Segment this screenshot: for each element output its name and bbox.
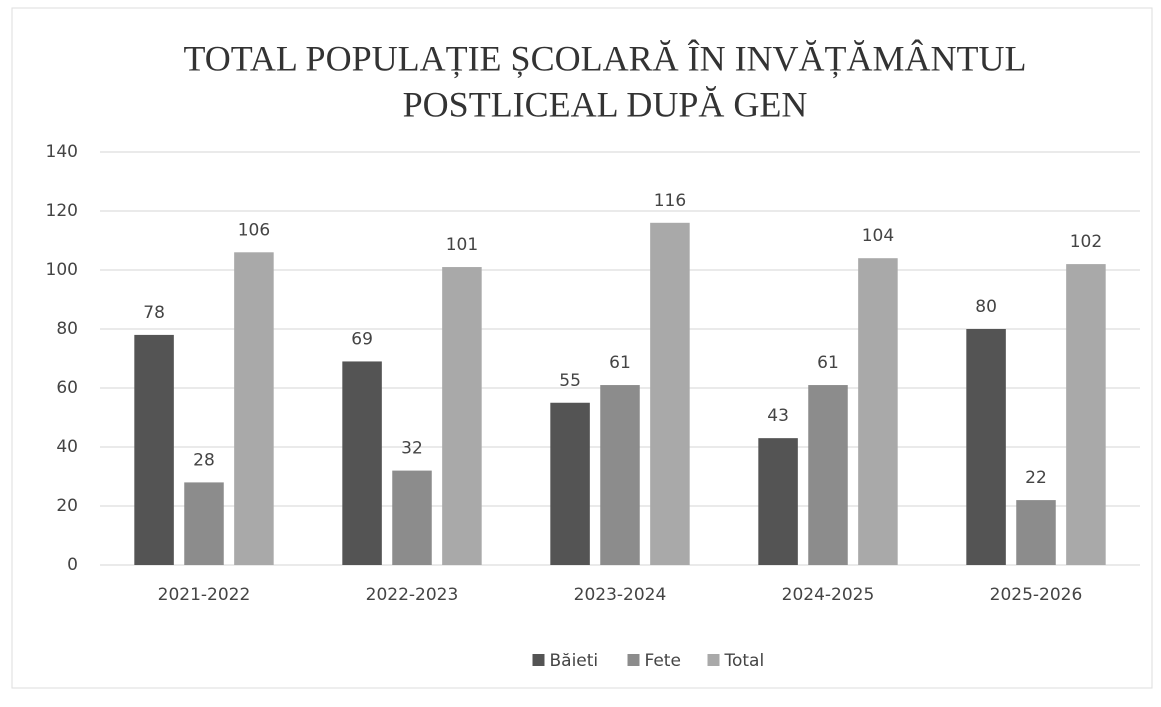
chart-title: POSTLICEAL DUPĂ GEN <box>403 84 808 124</box>
data-label: 106 <box>238 220 270 240</box>
bar <box>808 385 848 565</box>
data-label: 104 <box>862 226 894 246</box>
bar <box>134 334 174 565</box>
bar <box>342 361 382 565</box>
chart-title: TOTAL POPULAȚIE ȘCOLARĂ ÎN INVĂȚĂMÂNTUL <box>183 38 1026 78</box>
x-tick-label: 2021-2022 <box>158 585 251 605</box>
bar <box>758 438 798 565</box>
data-label: 22 <box>1025 468 1047 488</box>
y-tick-label: 140 <box>46 142 78 162</box>
data-label: 55 <box>559 371 581 391</box>
data-label: 69 <box>351 329 373 349</box>
x-tick-label: 2023-2024 <box>574 585 667 605</box>
y-tick-label: 20 <box>56 496 78 516</box>
legend-label: Fete <box>645 651 681 671</box>
data-label: 28 <box>193 450 215 470</box>
data-label: 101 <box>446 235 478 255</box>
y-tick-label: 100 <box>46 260 78 280</box>
data-label: 116 <box>654 191 686 211</box>
y-tick-label: 120 <box>46 201 78 221</box>
bar <box>550 402 590 565</box>
chart-frame <box>11 7 1153 689</box>
bar <box>234 252 274 566</box>
bar <box>650 222 690 566</box>
bar <box>442 267 482 565</box>
bar <box>1016 500 1056 565</box>
x-tick-label: 2024-2025 <box>782 585 875 605</box>
data-label: 32 <box>401 439 423 459</box>
bar <box>392 470 432 565</box>
legend-swatch <box>532 654 545 666</box>
bar <box>966 329 1006 565</box>
legend-swatch <box>627 654 640 666</box>
data-label: 80 <box>975 297 997 317</box>
y-tick-label: 40 <box>56 437 78 457</box>
legend-label: Total <box>724 651 765 671</box>
bar <box>1066 264 1106 565</box>
data-label: 43 <box>767 406 789 426</box>
x-tick-label: 2022-2023 <box>366 585 459 605</box>
data-label: 78 <box>143 303 165 323</box>
x-tick-label: 2025-2026 <box>990 585 1083 605</box>
legend-swatch <box>707 654 720 666</box>
legend-label: Băieti <box>550 651 599 671</box>
y-tick-label: 60 <box>56 378 78 398</box>
y-tick-label: 80 <box>56 319 78 339</box>
bar <box>184 482 224 565</box>
y-tick-label: 0 <box>67 555 78 575</box>
bar <box>858 258 898 565</box>
data-label: 61 <box>817 353 839 373</box>
bar <box>600 385 640 565</box>
data-label: 102 <box>1070 232 1102 252</box>
data-label: 61 <box>609 353 631 373</box>
